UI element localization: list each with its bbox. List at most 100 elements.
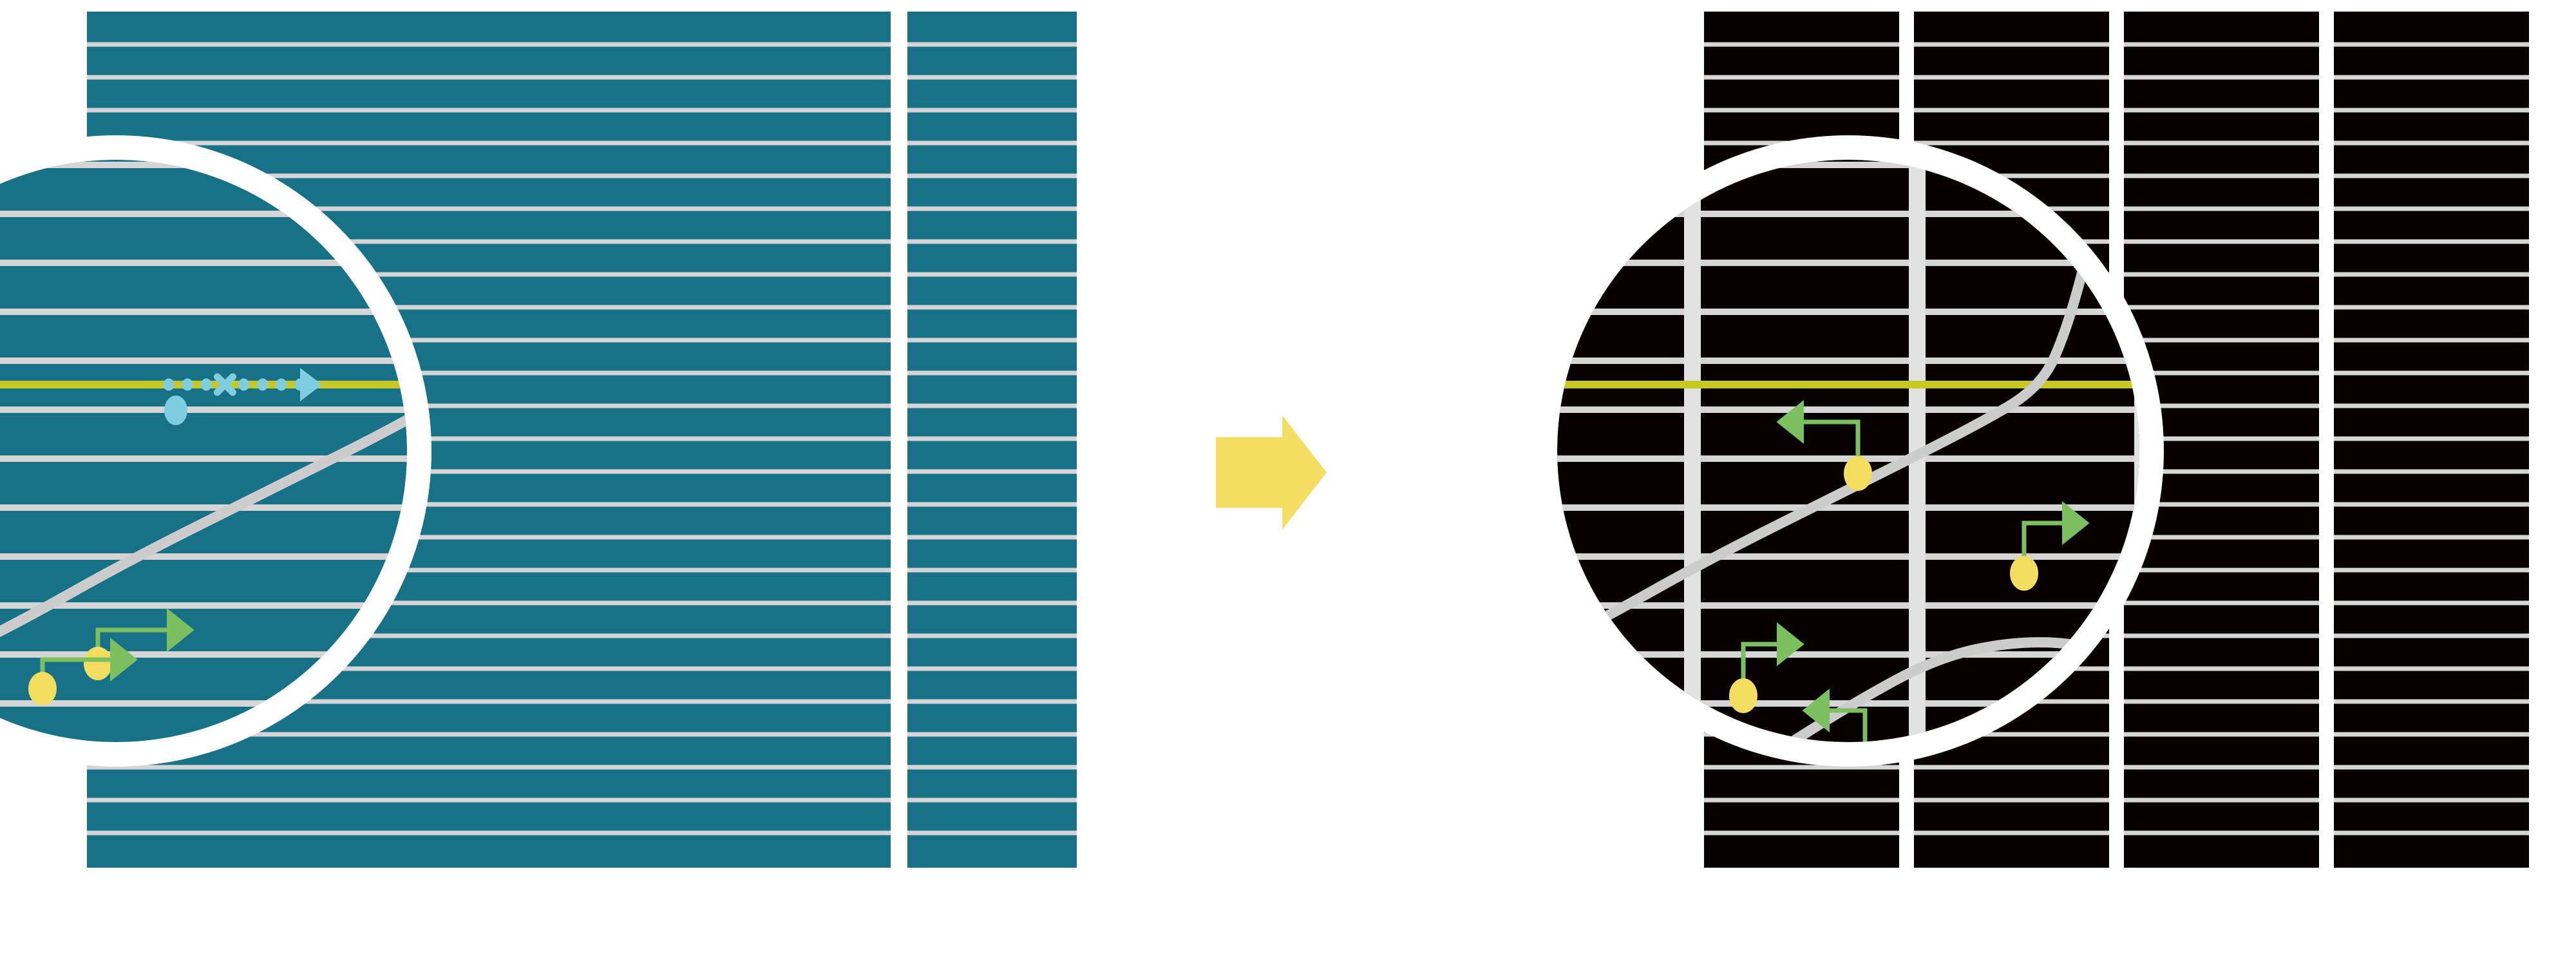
panel-gridline xyxy=(2124,272,2319,277)
panel-gridline xyxy=(2334,633,2529,638)
marker-dot xyxy=(238,378,250,391)
magnified-gridline xyxy=(0,358,407,364)
panel-gridline xyxy=(907,436,1077,441)
panel-gridline xyxy=(907,797,1077,803)
panel-gridline xyxy=(907,535,1077,540)
panel-gridline xyxy=(907,305,1077,310)
panel-gridline xyxy=(1914,42,2109,47)
yellow-transform-arrow xyxy=(1216,415,1327,530)
panel-gridline xyxy=(2334,797,2529,803)
panel-gridline xyxy=(2124,75,2319,80)
panel-gridline xyxy=(87,272,891,277)
panel-gridline xyxy=(2334,666,2529,671)
arrow-head xyxy=(110,637,138,682)
panel-gridline xyxy=(2334,239,2529,244)
panel-gridline xyxy=(907,765,1077,770)
panel-gridline xyxy=(87,699,891,704)
marker-dot xyxy=(182,378,193,391)
magnified-gridline xyxy=(0,651,407,658)
magnified-gridline xyxy=(1557,260,2139,266)
panel-gridline xyxy=(2334,469,2529,474)
panel-gridline xyxy=(1704,765,1899,770)
magnified-gridline xyxy=(1557,358,2139,364)
panel-gridline xyxy=(2124,108,2319,113)
magnified-gridline xyxy=(1557,406,2139,413)
panel-gridline xyxy=(907,830,1077,836)
panel-gridline xyxy=(87,403,891,408)
panel-gridline xyxy=(1704,830,1899,836)
panel-gridline xyxy=(907,42,1077,47)
panel-gridline xyxy=(907,206,1077,211)
panel-gridline xyxy=(87,140,891,146)
arrow-head xyxy=(1613,750,1639,791)
arrow-head xyxy=(300,368,322,401)
arrow-head xyxy=(167,607,194,653)
panel-gridline xyxy=(1704,108,1899,113)
panel-gridline xyxy=(87,338,891,343)
panel-gridline xyxy=(1704,797,1899,803)
panel-gridline xyxy=(907,699,1077,704)
panel-gridline xyxy=(2124,666,2319,671)
magnified-gridline xyxy=(0,700,407,707)
magnified-gridline xyxy=(1557,309,2139,315)
panel-gridline xyxy=(2334,305,2529,310)
panel-gridline xyxy=(2124,568,2319,573)
panel-gridline xyxy=(1914,797,2109,803)
panel-gridline xyxy=(2124,502,2319,507)
magnified-gridline xyxy=(1557,455,2139,462)
panel-gridline xyxy=(907,370,1077,376)
anchor-dot xyxy=(1729,678,1757,713)
panel-gridline xyxy=(2334,140,2529,146)
marker-x-glyph xyxy=(213,373,236,396)
panel-gridline xyxy=(87,666,891,671)
magnified-gridline xyxy=(0,406,407,413)
panel-gridline xyxy=(2124,42,2319,47)
panel-gridline xyxy=(1914,830,2109,836)
anchor-dot xyxy=(164,396,187,425)
magnified-gridline xyxy=(1557,602,2139,609)
right-magnifier-circle xyxy=(1557,160,2139,808)
arrow-head xyxy=(2062,501,2090,546)
panel-gridline xyxy=(2124,633,2319,638)
panel-gridline xyxy=(907,600,1077,606)
panel-gridline xyxy=(907,338,1077,343)
marker-dot xyxy=(276,378,287,391)
panel-gridline xyxy=(2334,765,2529,770)
panel-gridline xyxy=(2124,469,2319,474)
magnified-gridline xyxy=(1557,211,2139,217)
marker-dot xyxy=(257,378,269,391)
panel-gridline xyxy=(87,633,891,638)
panel-gridline xyxy=(2334,75,2529,80)
panel-gridline xyxy=(2124,370,2319,376)
magnified-gridline xyxy=(0,602,407,609)
panel-gridline xyxy=(907,502,1077,507)
panel-gridline xyxy=(1914,765,2109,770)
trace-curve xyxy=(0,160,407,656)
anchor-dot xyxy=(1844,456,1872,491)
anchor-dot xyxy=(2010,556,2038,591)
panel-gridline xyxy=(1914,732,2109,737)
panel-gridline xyxy=(2334,206,2529,211)
panel-gridline xyxy=(2124,600,2319,606)
panel-gridline xyxy=(1914,75,2109,80)
panel-gridline xyxy=(907,75,1077,80)
magnified-gridline xyxy=(1557,651,2139,658)
panel-gridline xyxy=(2124,206,2319,211)
panel-gridline xyxy=(2334,42,2529,47)
panel-gridline xyxy=(2334,502,2529,507)
panel-gridline xyxy=(87,108,891,113)
panel-gridline xyxy=(1704,42,1899,47)
magnified-gridline xyxy=(0,309,407,315)
panel-gridline xyxy=(87,502,891,507)
panel-gridline xyxy=(1914,140,2109,146)
panel-gridline xyxy=(87,370,891,376)
olive-reference-line xyxy=(1557,381,2139,388)
panel-gridline xyxy=(87,469,891,474)
panel-gridline xyxy=(2124,305,2319,310)
panel-gridline xyxy=(1914,173,2109,178)
panel-gridline xyxy=(2334,173,2529,178)
magnified-vertical-gridline xyxy=(2134,160,2139,742)
magnified-gridline xyxy=(0,260,407,266)
arrow-stem xyxy=(1584,770,1613,808)
